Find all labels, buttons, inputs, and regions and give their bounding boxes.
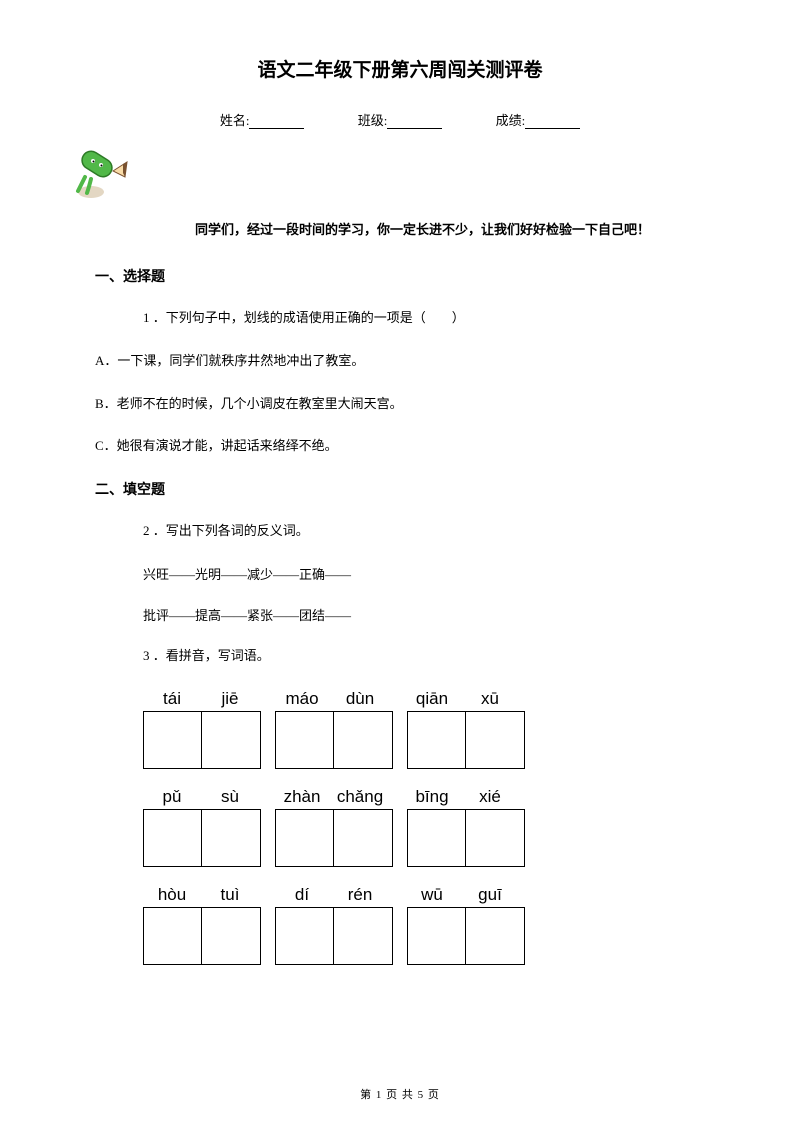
pinyin-row: pǔsùzhànchǎng bīngxié (143, 787, 705, 867)
pinyin-answer-box[interactable] (466, 810, 524, 866)
pinyin-box-row (143, 809, 705, 867)
pinyin-labels-row: pǔsùzhànchǎng bīngxié (143, 787, 705, 807)
pinyin-area: táijiēmáodùnqiānxū pǔsùzhànchǎng bīngxié hò… (143, 689, 705, 965)
pinyin-answer-box[interactable] (334, 712, 392, 768)
pinyin-syllable: chǎng (331, 787, 389, 807)
intro-text: 同学们，经过一段时间的学习，你一定长进不少，让我们好好检验一下自己吧！ (95, 219, 705, 238)
pinyin-answer-box[interactable] (276, 712, 334, 768)
pinyin-syllable: hòu (143, 885, 201, 905)
pinyin-answer-box[interactable] (408, 810, 466, 866)
pinyin-box-pair (407, 809, 525, 867)
pinyin-box-row (143, 711, 705, 769)
pinyin-box-pair (275, 711, 393, 769)
pinyin-syllable: tuì (201, 885, 259, 905)
pinyin-syllable: pǔ (143, 787, 201, 807)
pinyin-syllable: zhàn (273, 787, 331, 807)
pinyin-answer-box[interactable] (466, 712, 524, 768)
pinyin-answer-box[interactable] (144, 712, 202, 768)
pinyin-answer-box[interactable] (202, 908, 260, 964)
pinyin-syllable: xié (461, 787, 519, 807)
pinyin-answer-box[interactable] (202, 712, 260, 768)
class-blank[interactable] (387, 115, 442, 129)
q1-option-c: C．她很有演说才能，讲起话来络绎不绝。 (95, 436, 705, 457)
pinyin-syllable: dùn (331, 689, 389, 709)
q1-option-b: B．老师不在的时候，几个小调皮在教室里大闹天宫。 (95, 394, 705, 415)
q1-option-a: A．一下课，同学们就秩序井然地冲出了教室。 (95, 351, 705, 372)
page-footer: 第 1 页 共 5 页 (0, 1086, 800, 1102)
pinyin-syllable: qiān (403, 689, 461, 709)
q1-stem: 1 ．下列句子中，划线的成语使用正确的一项是（ ） (143, 308, 705, 329)
section-2-heading: 二、填空题 (95, 479, 705, 499)
pinyin-row: hòutuìdírénwūguī (143, 885, 705, 965)
pinyin-syllable: tái (143, 689, 201, 709)
pinyin-labels-row: táijiēmáodùnqiānxū (143, 689, 705, 709)
pinyin-syllable: guī (461, 885, 519, 905)
name-blank[interactable] (249, 115, 304, 129)
q2-stem: 2 ．写出下列各词的反义词。 (143, 521, 705, 542)
pinyin-syllable: wū (403, 885, 461, 905)
info-line: 姓名: 班级: 成绩: (95, 110, 705, 129)
page-title: 语文二年级下册第六周闯关测评卷 (95, 55, 705, 82)
name-label: 姓名: (220, 113, 250, 128)
section-1-heading: 一、选择题 (95, 266, 705, 286)
pinyin-answer-box[interactable] (202, 810, 260, 866)
pinyin-syllable: xū (461, 689, 519, 709)
pinyin-answer-box[interactable] (334, 810, 392, 866)
q2-line1: 兴旺——光明——减少——正确—— (143, 564, 705, 583)
pinyin-syllable: bīng (403, 787, 461, 807)
pinyin-box-pair (275, 907, 393, 965)
pinyin-answer-box[interactable] (408, 908, 466, 964)
pinyin-answer-box[interactable] (276, 810, 334, 866)
pinyin-syllable: sù (201, 787, 259, 807)
pinyin-syllable: máo (273, 689, 331, 709)
pinyin-syllable: rén (331, 885, 389, 905)
pinyin-row: táijiēmáodùnqiānxū (143, 689, 705, 769)
score-blank[interactable] (525, 115, 580, 129)
pinyin-box-row (143, 907, 705, 965)
q3-stem: 3 ．看拼音，写词语。 (143, 646, 705, 667)
pinyin-box-pair (143, 809, 261, 867)
pinyin-labels-row: hòutuìdírénwūguī (143, 885, 705, 905)
pinyin-answer-box[interactable] (144, 908, 202, 964)
q2-line2: 批评——提高——紧张——团结—— (143, 605, 705, 624)
pinyin-box-pair (407, 907, 525, 965)
pinyin-answer-box[interactable] (144, 810, 202, 866)
class-label: 班级: (358, 113, 388, 128)
pinyin-box-pair (143, 907, 261, 965)
pencil-icon (75, 147, 705, 207)
pinyin-box-pair (275, 809, 393, 867)
score-label: 成绩: (496, 113, 526, 128)
pinyin-box-pair (143, 711, 261, 769)
pinyin-syllable: dí (273, 885, 331, 905)
pinyin-syllable: jiē (201, 689, 259, 709)
pinyin-answer-box[interactable] (276, 908, 334, 964)
pinyin-answer-box[interactable] (466, 908, 524, 964)
pinyin-answer-box[interactable] (408, 712, 466, 768)
pinyin-box-pair (407, 711, 525, 769)
pinyin-answer-box[interactable] (334, 908, 392, 964)
